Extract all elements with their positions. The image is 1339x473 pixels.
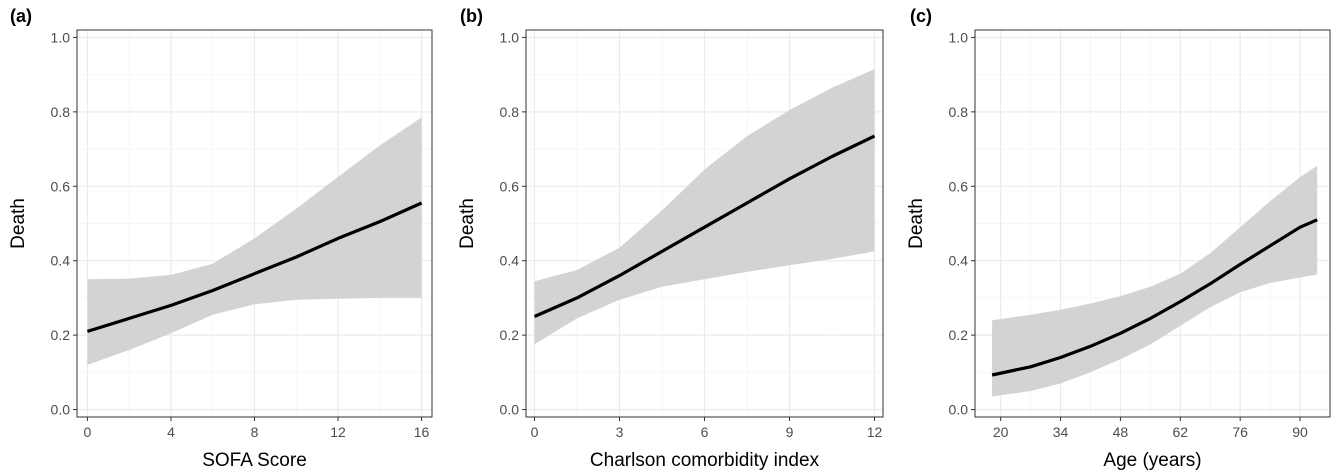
y-tick-label: 0.0 — [500, 402, 520, 418]
chart-panel-1: 0.0 0.2 0.4 0.6 0.8 1.0 0 4 8 12 16 SOFA Score Death… — [8, 6, 433, 471]
y-tick-label: 0.4 — [51, 253, 71, 269]
x-tick-label: 62 — [1173, 424, 1189, 440]
x-tick-label: 20 — [993, 424, 1009, 440]
x-tick-label: 0 — [84, 424, 92, 440]
y-tick-label: 1.0 — [949, 29, 969, 45]
panel-border — [974, 29, 1331, 418]
x-tick-label: 3 — [616, 424, 624, 440]
x-axis-title: SOFA Score — [202, 450, 307, 471]
y-tick-label: 0.2 — [949, 327, 969, 343]
x-tick-label: 12 — [867, 424, 883, 440]
panel-label: (a) — [10, 6, 32, 26]
y-tick-label: 0.8 — [949, 104, 969, 120]
confidence-band — [992, 165, 1318, 397]
x-tick-label: 76 — [1232, 424, 1248, 440]
y-tick-label: 0.2 — [51, 327, 71, 343]
x-axis-title: Age (years) — [1103, 450, 1201, 471]
y-tick-label: 1.0 — [500, 29, 520, 45]
x-tick-label: 0 — [531, 424, 539, 440]
y-axis-title: Death — [906, 198, 927, 249]
x-tick-label: 6 — [701, 424, 709, 440]
series-line — [86, 201, 423, 333]
series-line — [533, 134, 876, 318]
y-tick-label: 0.6 — [51, 178, 71, 194]
x-tick-label: 9 — [786, 424, 794, 440]
y-tick-label: 0.2 — [500, 327, 520, 343]
y-tick-label: 0.0 — [949, 402, 969, 418]
confidence-band — [87, 117, 422, 365]
panel-label: (b) — [460, 6, 483, 26]
x-tick-label: 16 — [414, 424, 430, 440]
y-tick-label: 1.0 — [51, 29, 71, 45]
y-tick-label: 0.6 — [500, 178, 520, 194]
y-axis-title: Death — [8, 198, 29, 249]
x-tick-label: 34 — [1053, 424, 1069, 440]
y-tick-label: 0.8 — [51, 104, 71, 120]
y-axis-title: Death — [457, 198, 478, 249]
y-tick-label: 0.0 — [51, 402, 71, 418]
chart-panel-3: 0.0 0.2 0.4 0.6 0.8 1.0 20 34 48 62 76 90 Age (years… — [906, 6, 1331, 471]
x-tick-label: 90 — [1292, 424, 1308, 440]
x-tick-label: 4 — [167, 424, 175, 440]
y-tick-label: 0.4 — [949, 253, 969, 269]
x-tick-label: 48 — [1113, 424, 1129, 440]
chart-panel-2: 0.0 0.2 0.4 0.6 0.8 1.0 0 3 6 9 12 Charlson comorbi… — [457, 6, 884, 471]
y-tick-label: 0.8 — [500, 104, 520, 120]
y-tick-label: 0.4 — [500, 253, 520, 269]
x-tick-label: 12 — [330, 424, 346, 440]
panel-label: (c) — [910, 6, 932, 26]
x-axis-title: Charlson comorbidity index — [590, 450, 820, 471]
series-line — [991, 218, 1318, 377]
x-tick-label: 8 — [251, 424, 259, 440]
y-tick-label: 0.6 — [949, 178, 969, 194]
